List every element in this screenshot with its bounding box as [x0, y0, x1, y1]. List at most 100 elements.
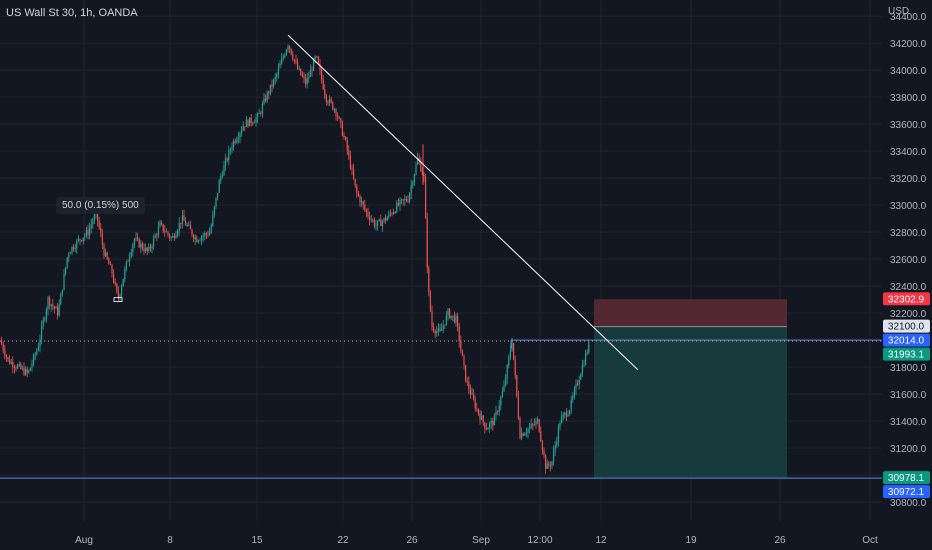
- candle-body-280: [449, 309, 451, 318]
- candle-body-166: [266, 92, 268, 101]
- candle-body-229: [367, 211, 369, 217]
- candle-body-103: [165, 231, 167, 233]
- y-tick-label-10: 32800.0: [890, 228, 927, 239]
- candle-body-303: [485, 428, 487, 430]
- candle-body-342: [548, 463, 550, 466]
- candle-body-266: [426, 218, 428, 268]
- candle-body-309: [495, 411, 497, 416]
- x-tick-label-10: Oct: [862, 535, 878, 546]
- candle-body-258: [413, 174, 415, 183]
- candle-body-243: [389, 213, 391, 215]
- candle-body-105: [169, 234, 171, 238]
- candle-body-325: [521, 433, 523, 439]
- candle-body-113: [181, 215, 183, 224]
- candle-body-252: [404, 199, 406, 201]
- candle-body-182: [292, 54, 294, 60]
- candle-body-178: [285, 49, 287, 56]
- candle-body-301: [482, 415, 484, 423]
- candle-body-181: [290, 48, 292, 55]
- candle-body-337: [540, 431, 542, 442]
- candle-body-167: [268, 92, 270, 94]
- candle-body-68: [109, 264, 111, 266]
- candle-body-247: [396, 202, 398, 213]
- candle-body-10: [17, 365, 19, 369]
- candle-body-192: [308, 76, 310, 79]
- candle-body-82: [132, 244, 134, 253]
- candle-body-149: [239, 132, 241, 138]
- candle-body-364: [583, 364, 585, 366]
- candle-body-314: [503, 385, 505, 392]
- candle-body-124: [199, 240, 201, 241]
- candle-body-210: [337, 114, 339, 118]
- candle-body-279: [447, 309, 449, 316]
- candle-body-29: [47, 297, 49, 310]
- candle-body-276: [442, 325, 444, 330]
- candle-body-332: [532, 424, 534, 425]
- candle-body-73: [117, 291, 119, 299]
- candle-body-148: [237, 137, 239, 140]
- candle-body-313: [501, 391, 503, 398]
- candle-body-179: [287, 45, 289, 50]
- candle-body-1: [2, 344, 4, 351]
- candle-body-48: [77, 238, 79, 241]
- candle-body-107: [172, 235, 174, 238]
- candle-body-180: [289, 45, 291, 49]
- candle-body-320: [513, 343, 515, 360]
- tag-green-low: 30978.1: [888, 473, 925, 484]
- candle-body-197: [316, 56, 318, 58]
- candle-body-98: [157, 226, 159, 236]
- candle-body-265: [425, 176, 427, 219]
- x-tick-label-7: 12: [595, 535, 607, 546]
- candle-body-75: [121, 286, 123, 295]
- candle-body-213: [341, 123, 343, 136]
- candle-body-86: [138, 238, 140, 248]
- candle-body-85: [137, 237, 139, 239]
- candle-body-189: [303, 76, 305, 78]
- candle-body-241: [386, 217, 388, 221]
- candle-body-328: [525, 432, 527, 434]
- x-tick-label-4: 26: [406, 535, 418, 546]
- candle-body-357: [572, 396, 574, 400]
- candle-body-307: [492, 420, 494, 426]
- candle-body-302: [484, 422, 486, 429]
- candle-body-274: [439, 328, 441, 331]
- candle-body-284: [455, 316, 457, 323]
- candle-body-17: [28, 370, 30, 373]
- candle-body-58: [93, 213, 95, 221]
- candle-body-18: [29, 367, 31, 371]
- candle-body-271: [434, 330, 436, 334]
- candle-body-109: [175, 234, 177, 239]
- candle-body-329: [527, 429, 529, 433]
- candle-body-38: [61, 289, 63, 294]
- candle-body-236: [378, 219, 380, 221]
- candle-body-195: [313, 59, 315, 71]
- candle-body-24: [39, 339, 41, 348]
- candle-body-290: [465, 364, 467, 382]
- candle-body-361: [578, 379, 580, 385]
- candle-body-11: [18, 364, 20, 366]
- candle-body-151: [242, 126, 244, 131]
- candle-body-306: [490, 420, 492, 424]
- candle-body-275: [441, 329, 443, 331]
- candle-body-3: [5, 355, 7, 358]
- candle-body-152: [244, 126, 246, 128]
- candle-body-134: [215, 197, 217, 207]
- candle-body-142: [228, 150, 230, 161]
- candle-body-222: [356, 185, 358, 193]
- candle-body-285: [457, 316, 459, 327]
- trend-line: [287, 34, 639, 371]
- candle-body-163: [261, 104, 263, 114]
- candle-body-52: [84, 235, 86, 238]
- candle-body-224: [359, 195, 361, 203]
- candle-body-198: [317, 56, 319, 64]
- candle-body-138: [221, 175, 223, 177]
- candle-body-310: [497, 411, 499, 413]
- candle-body-135: [217, 192, 219, 198]
- candle-body-43: [69, 252, 71, 254]
- candle-body-230: [369, 216, 371, 221]
- candle-body-95: [153, 237, 155, 247]
- candle-body-316: [506, 365, 508, 379]
- y-tick-label-9: 32600.0: [890, 255, 927, 266]
- candle-body-186: [298, 68, 300, 70]
